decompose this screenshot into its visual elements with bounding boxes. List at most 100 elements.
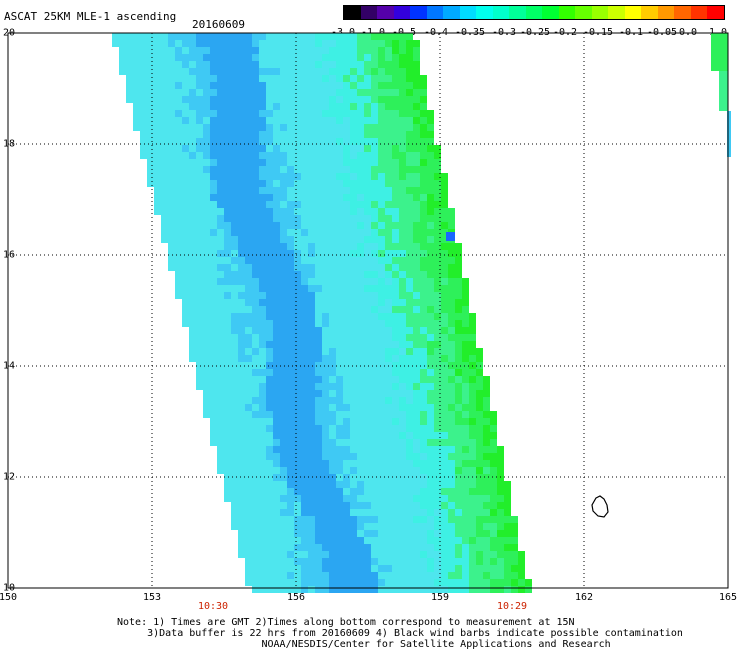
swath-cell (238, 166, 245, 173)
swath-cell (378, 264, 385, 271)
swath-cell (462, 481, 469, 488)
swath-cell (203, 117, 210, 124)
swath-cell (392, 397, 399, 404)
swath-cell (427, 586, 434, 593)
swath-cell (364, 131, 371, 138)
swath-cell (196, 243, 203, 250)
swath-cell (147, 124, 154, 131)
swath-cell (231, 313, 238, 320)
swath-cell (462, 446, 469, 453)
swath-cell (308, 313, 315, 320)
swath-cell (280, 222, 287, 229)
swath-cell (329, 523, 336, 530)
swath-cell (343, 418, 350, 425)
swath-cell (483, 383, 490, 390)
swath-cell (378, 453, 385, 460)
swath-cell (259, 446, 266, 453)
swath-cell (420, 425, 427, 432)
swath-cell (315, 243, 322, 250)
swath-cell (301, 460, 308, 467)
swath-cell (427, 460, 434, 467)
swath-cell (329, 341, 336, 348)
swath-cell (161, 89, 168, 96)
swath-cell (399, 411, 406, 418)
swath-cell (322, 243, 329, 250)
swath-cell (378, 61, 385, 68)
swath-cell (301, 565, 308, 572)
swath-cell (294, 278, 301, 285)
swath-cell (357, 390, 364, 397)
swath-cell (392, 348, 399, 355)
swath-cell (154, 110, 161, 117)
swath-cell (287, 474, 294, 481)
swath-cell (210, 355, 217, 362)
swath-cell (217, 278, 224, 285)
swath-cell (224, 166, 231, 173)
swath-cell (301, 271, 308, 278)
swath-cell (329, 467, 336, 474)
swath-cell (441, 425, 448, 432)
swath-cell (385, 404, 392, 411)
swath-cell (294, 495, 301, 502)
swath-cell (231, 523, 238, 530)
swath-cell (161, 173, 168, 180)
swath-cell (273, 271, 280, 278)
swath-cell (175, 222, 182, 229)
swath-cell (399, 215, 406, 222)
swath-cell (252, 201, 259, 208)
swath-cell (399, 369, 406, 376)
swath-cell (182, 159, 189, 166)
swath-cell (301, 222, 308, 229)
swath-cell (231, 481, 238, 488)
swath-cell (238, 362, 245, 369)
swath-cell (469, 397, 476, 404)
swath-cell (259, 327, 266, 334)
swath-cell (189, 341, 196, 348)
swath-cell (294, 397, 301, 404)
swath-cell (427, 334, 434, 341)
swath-cell (224, 124, 231, 131)
swath-cell (196, 313, 203, 320)
swath-cell (462, 502, 469, 509)
swath-cell (469, 488, 476, 495)
swath-cell (322, 313, 329, 320)
swath-cell (154, 96, 161, 103)
swath-cell (462, 425, 469, 432)
lat-label: 18 (3, 138, 16, 150)
swath-cell (322, 495, 329, 502)
swath-cell (196, 110, 203, 117)
swath-cell (280, 75, 287, 82)
swath-cell (364, 250, 371, 257)
swath-cell (462, 551, 469, 558)
swath-cell (140, 61, 147, 68)
swath-cell (203, 180, 210, 187)
swath-cell (189, 208, 196, 215)
swath-cell (280, 341, 287, 348)
swath-cell (210, 103, 217, 110)
swath-cell (343, 551, 350, 558)
swath-cell (273, 208, 280, 215)
swath-cell (133, 89, 140, 96)
swath-cell (434, 215, 441, 222)
swath-cell (364, 271, 371, 278)
swath-cell (294, 40, 301, 47)
swath-cell (154, 138, 161, 145)
swath-cell (476, 516, 483, 523)
swath-cell (385, 432, 392, 439)
swath-cell (413, 138, 420, 145)
swath-cell (252, 509, 259, 516)
swath-cell (168, 131, 175, 138)
swath-cell (196, 166, 203, 173)
swath-cell (462, 341, 469, 348)
swath-cell (357, 236, 364, 243)
swath-cell (497, 572, 504, 579)
colorbar (343, 5, 725, 20)
swath-cell (308, 82, 315, 89)
swath-cell (245, 383, 252, 390)
swath-cell (294, 236, 301, 243)
swath-cell (399, 579, 406, 586)
swath-cell (308, 208, 315, 215)
swath-cell (280, 502, 287, 509)
swath-cell (420, 355, 427, 362)
swath-cell (490, 579, 497, 586)
